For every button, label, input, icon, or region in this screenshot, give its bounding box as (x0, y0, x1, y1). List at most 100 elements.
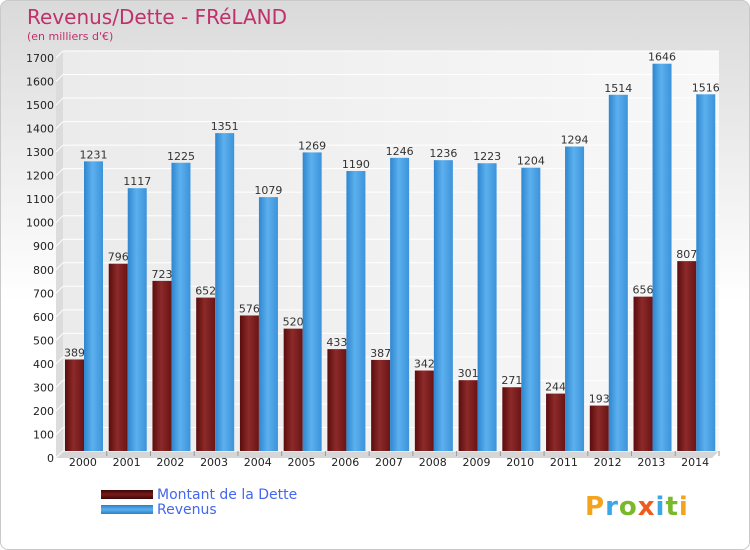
bar-revenus (477, 163, 497, 451)
bar-debt (108, 263, 128, 451)
bar-revenus (258, 197, 278, 451)
gridline-wall (55, 356, 64, 365)
chart-legend: Montant de la Dette Revenus (101, 486, 298, 518)
gridline-wall (55, 427, 64, 435)
y-tick-label: 600 (33, 311, 54, 324)
x-tick-label: 2001 (113, 456, 141, 469)
gridline-wall (55, 74, 64, 82)
data-label-debt: 796 (108, 251, 129, 264)
data-label-debt: 656 (633, 284, 654, 297)
bar-revenus (127, 188, 147, 452)
x-tick-label: 2011 (550, 456, 578, 469)
x-tick-label: 2002 (156, 456, 184, 469)
bar-debt (633, 296, 653, 451)
x-tick-label: 2013 (637, 456, 665, 469)
plot-floor (56, 451, 719, 458)
bar-revenus (346, 171, 366, 451)
data-label-revenus: 1351 (211, 120, 239, 133)
gridline-wall (55, 450, 64, 459)
data-label-debt: 244 (545, 381, 566, 394)
x-tick-label: 2007 (375, 456, 403, 469)
gridline-wall (55, 144, 64, 153)
x-tick-label: 2004 (244, 456, 272, 469)
x-tick-label: 2012 (594, 456, 622, 469)
y-tick-label: 500 (33, 334, 54, 347)
y-tick-label: 1500 (26, 99, 54, 112)
y-tick-label: 0 (47, 452, 54, 465)
data-label-revenus: 1225 (167, 150, 195, 163)
gridline-wall (55, 403, 64, 412)
data-label-debt: 389 (64, 346, 85, 359)
data-label-revenus: 1190 (342, 158, 370, 171)
data-label-revenus: 1514 (604, 82, 632, 95)
gridline-wall (55, 380, 64, 388)
bar-debt (283, 328, 303, 451)
plot-left-wall (56, 51, 63, 458)
chart-subtitle: (en milliers d'€) (27, 30, 114, 43)
chart-title: Revenus/Dette - FRéLAND (27, 5, 288, 29)
bar-debt (371, 359, 391, 451)
bar-debt (502, 387, 522, 451)
gridline-wall (55, 332, 64, 341)
bar-revenus (696, 94, 716, 451)
data-label-revenus: 1236 (429, 147, 457, 160)
logo-letter: r (605, 492, 619, 522)
y-tick-label: 700 (33, 287, 54, 300)
data-label-debt: 193 (589, 393, 610, 406)
y-tick-label: 800 (33, 264, 54, 277)
gridline-wall (55, 50, 64, 59)
data-label-debt: 433 (326, 336, 347, 349)
legend-label-revenus: Revenus (157, 501, 217, 518)
y-tick-label: 300 (33, 381, 54, 394)
x-tick-label: 2009 (462, 456, 490, 469)
data-label-revenus: 1117 (123, 175, 151, 188)
bar-revenus (652, 63, 672, 452)
legend-item-dette: Montant de la Dette (101, 486, 298, 503)
data-label-revenus: 1204 (517, 155, 545, 168)
legend-item-revenus: Revenus (101, 501, 297, 518)
x-tick-label: 2000 (69, 456, 97, 469)
gridline-wall (55, 285, 64, 294)
logo-letter: o (618, 492, 638, 522)
logo-letter: x (637, 492, 656, 522)
y-tick-label: 200 (33, 405, 54, 418)
gridline-wall (55, 97, 64, 106)
bar-revenus (565, 146, 585, 451)
bar-revenus (433, 160, 453, 452)
gridline-wall (55, 168, 64, 177)
legend-swatch-dette (101, 490, 153, 499)
bar-revenus (84, 161, 103, 451)
bar-revenus (608, 94, 628, 451)
gridline-wall (55, 191, 64, 200)
logo-letter: P (585, 492, 606, 522)
y-tick-label: 1400 (26, 123, 54, 136)
logo-letter: t (665, 492, 679, 522)
data-label-revenus: 1223 (473, 150, 501, 163)
data-label-revenus: 1646 (648, 51, 676, 64)
bar-revenus (215, 133, 235, 451)
bar-debt (414, 370, 434, 451)
bar-revenus (390, 157, 410, 451)
bar-debt (327, 349, 347, 451)
bar-debt (196, 297, 216, 451)
data-label-debt: 342 (414, 358, 435, 371)
data-label-revenus: 1516 (692, 81, 720, 94)
gridline-wall (55, 309, 64, 318)
logo-letter: i (678, 492, 689, 522)
y-tick-label: 100 (33, 428, 54, 441)
legend-swatch-revenus (101, 505, 153, 514)
data-label-revenus: 1079 (254, 184, 282, 197)
x-tick-label: 2008 (419, 456, 447, 469)
bar-revenus (521, 167, 541, 452)
bar-debt (65, 359, 84, 451)
data-label-debt: 387 (370, 347, 391, 360)
bar-debt (589, 405, 609, 451)
legend-label-dette: Montant de la Dette (157, 486, 298, 503)
bar-debt (677, 261, 697, 451)
data-label-revenus: 1294 (561, 134, 589, 147)
bar-revenus (302, 152, 322, 452)
y-tick-label: 1600 (26, 76, 54, 89)
x-tick-label: 2014 (681, 456, 709, 469)
data-label-debt: 271 (501, 374, 522, 387)
